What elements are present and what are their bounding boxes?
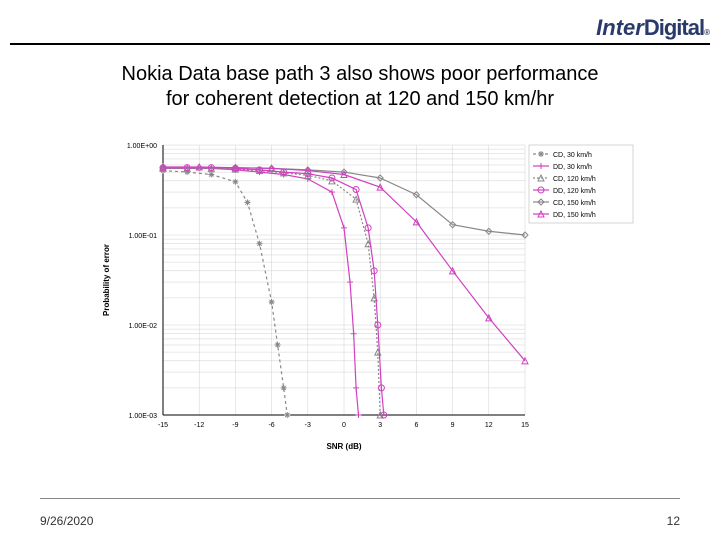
svg-text:1.00E-01: 1.00E-01 (129, 233, 158, 240)
chart-svg: -15 -12 -9 -6 -3 0 3 6 9 12 15 1.00E-03 1.00E-02 1.00… (95, 135, 635, 455)
logo: InterDigital® (596, 15, 710, 41)
svg-text:-15: -15 (158, 422, 168, 429)
svg-text:-12: -12 (194, 422, 204, 429)
svg-text:1.00E+00: 1.00E+00 (127, 143, 157, 150)
svg-text:-3: -3 (305, 422, 311, 429)
svg-text:15: 15 (521, 422, 529, 429)
title-line-2: for coherent detection at 120 and 150 km… (166, 88, 554, 110)
svg-text:6: 6 (414, 422, 418, 429)
footer: 9/26/2020 12 (40, 498, 680, 528)
trademark-icon: ® (704, 28, 710, 37)
svg-text:CD, 120 km/h: CD, 120 km/h (553, 176, 596, 183)
logo-digital-text: Digital (644, 15, 704, 41)
svg-text:12: 12 (485, 422, 493, 429)
svg-text:DD, 120 km/h: DD, 120 km/h (553, 188, 596, 195)
footer-date: 9/26/2020 (40, 514, 93, 528)
footer-page-number: 12 (667, 514, 680, 528)
svg-text:CD, 30 km/h: CD, 30 km/h (553, 152, 592, 159)
svg-text:1.00E-02: 1.00E-02 (129, 323, 158, 330)
svg-text:CD, 150 km/h: CD, 150 km/h (553, 200, 596, 207)
svg-text:3: 3 (378, 422, 382, 429)
svg-text:Probability of error: Probability of error (102, 244, 111, 316)
chart: -15 -12 -9 -6 -3 0 3 6 9 12 15 1.00E-03 1.00E-02 1.00… (95, 135, 635, 455)
header: InterDigital® (10, 0, 710, 45)
title-line-1: Nokia Data base path 3 also shows poor p… (122, 63, 599, 85)
svg-text:DD, 150 km/h: DD, 150 km/h (553, 212, 596, 219)
svg-text:DD, 30 km/h: DD, 30 km/h (553, 164, 592, 171)
svg-text:9: 9 (451, 422, 455, 429)
svg-text:1.00E-03: 1.00E-03 (129, 413, 158, 420)
svg-text:SNR (dB): SNR (dB) (326, 442, 361, 451)
svg-text:-9: -9 (232, 422, 238, 429)
svg-text:-6: -6 (268, 422, 274, 429)
svg-text:0: 0 (342, 422, 346, 429)
page-title: Nokia Data base path 3 also shows poor p… (60, 62, 660, 112)
logo-inter-text: Inter (596, 15, 644, 41)
